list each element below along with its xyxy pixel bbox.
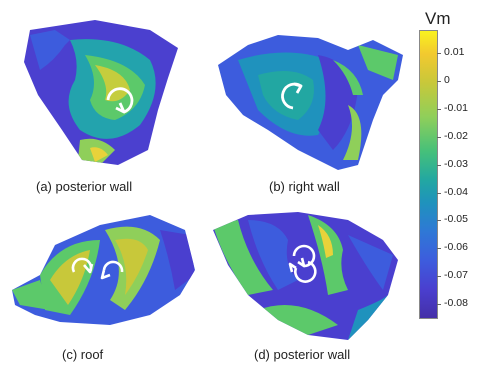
colorbar-tick	[437, 164, 441, 166]
colorbar-tick-label: -0.06	[444, 241, 468, 254]
panel-b: (b) right wall	[208, 0, 418, 194]
colorbar-tick	[437, 53, 441, 55]
colorbar	[419, 30, 438, 319]
heart-surface-posterior-wall-d	[213, 212, 398, 340]
colorbar-tick-label: -0.03	[444, 157, 468, 170]
panel-caption: (a) posterior wall	[36, 179, 133, 194]
rotation-arrow-icon	[281, 82, 303, 110]
panel-caption: (c) roof	[62, 347, 104, 362]
colorbar-tick-label: -0.02	[444, 129, 468, 142]
panel-caption: (d) posterior wall	[254, 347, 351, 362]
colorbar-title: Vm	[425, 9, 451, 28]
colorbar-tick-label: 0	[444, 74, 450, 87]
colorbar-tick-label: -0.05	[444, 213, 468, 226]
colorbar-tick	[437, 276, 441, 278]
panel-c: (c) roof	[0, 200, 210, 375]
colorbar-tick-label: -0.01	[444, 102, 468, 115]
panel-d: (d) posterior wall	[208, 200, 418, 375]
rotation-arrow-icon	[106, 87, 134, 114]
colorbar-tick	[437, 81, 441, 83]
colorbar-tick	[437, 220, 441, 222]
colorbar-tick	[437, 109, 441, 111]
colorbar-tick	[437, 304, 441, 306]
heart-surface-roof	[12, 215, 195, 325]
colorbar-tick	[437, 192, 441, 194]
colorbar-tick-label: -0.08	[444, 297, 468, 310]
colorbar-tick-label: 0.01	[444, 46, 465, 59]
colorbar-tick-label: -0.04	[444, 185, 468, 198]
rotation-arrow-icon	[71, 257, 124, 280]
heart-surface-right-wall	[218, 35, 403, 170]
colorbar-tick	[437, 248, 441, 250]
panel-caption: (b) right wall	[269, 179, 340, 194]
colorbar-tick	[437, 136, 441, 138]
panel-a: (a) posterior wall	[0, 0, 210, 194]
colorbar-tick-label: -0.07	[444, 269, 468, 282]
rotation-arrow-icon	[288, 244, 317, 283]
heart-surface-posterior-wall-a	[24, 20, 178, 165]
